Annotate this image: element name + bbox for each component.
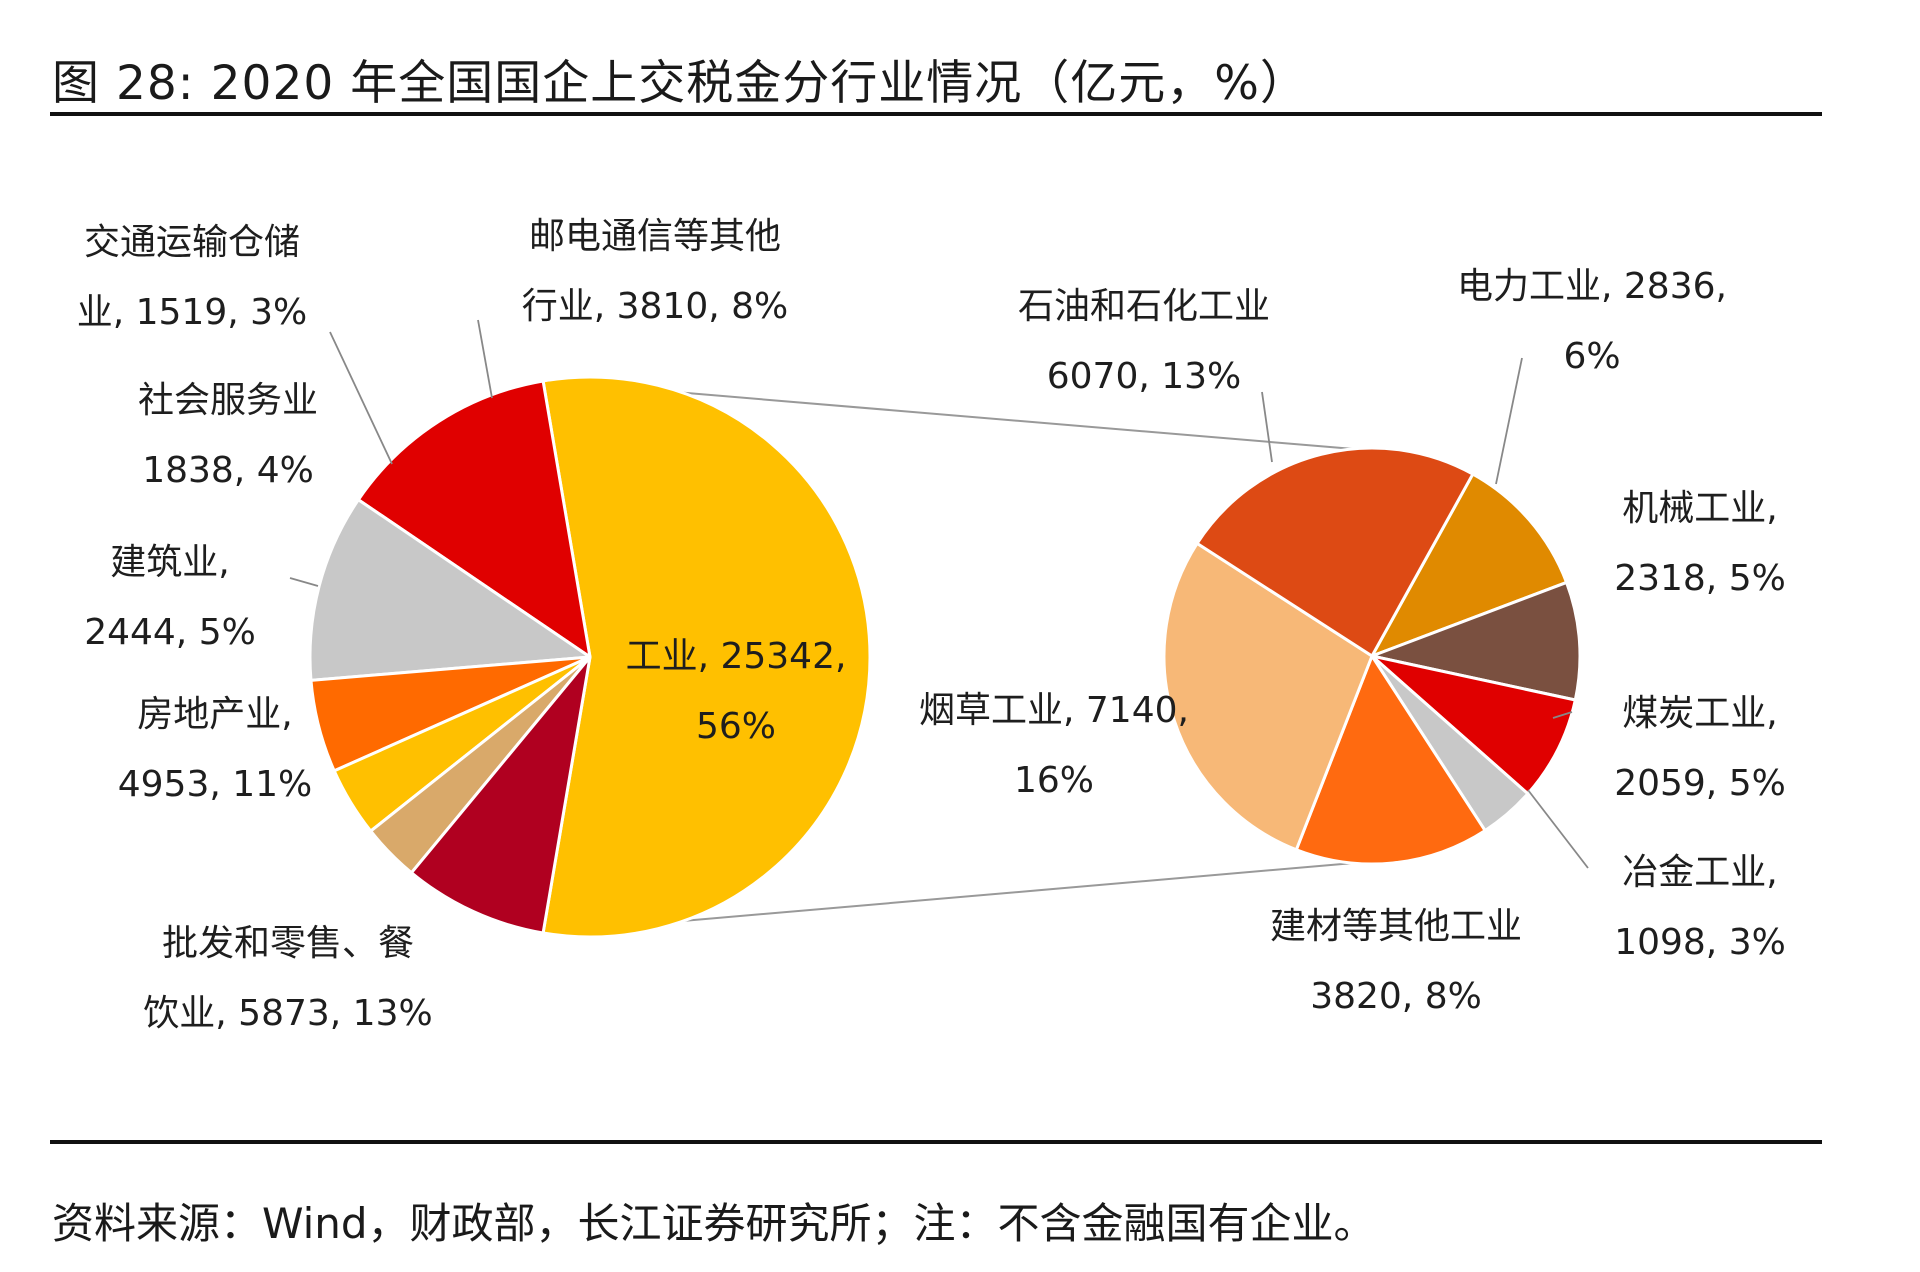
leader-line	[289, 577, 319, 587]
sub-pie-data-label: 机械工业, 2318, 5%	[1614, 488, 1786, 599]
leader-line	[1552, 711, 1573, 719]
main-pie-slice	[308, 498, 592, 682]
main-pie-data-label: 批发和零售、餐饮业, 5873, 13%	[143, 923, 432, 1034]
leader-line	[329, 331, 393, 465]
main-pie-slice	[541, 375, 872, 939]
source-divider	[50, 1140, 1822, 1144]
sub-pie-slice	[1370, 580, 1582, 702]
main-pie-data-label: 建筑业, 2444, 5%	[84, 542, 256, 653]
main-pie-data-label: 房地产业, 4953, 11%	[118, 694, 313, 805]
sub-pie-slice	[1195, 446, 1475, 658]
sub-pie-data-label: 煤炭工业, 2059, 5%	[1614, 693, 1786, 804]
sub-pie-data-label: 电力工业, 2836, 6%	[1457, 266, 1727, 377]
figure-number: 28:	[116, 56, 195, 111]
sub-pie-slice	[1294, 654, 1487, 866]
source-note: 资料来源：Wind，财政部，长江证券研究所；注：不含金融国有企业。	[52, 1199, 1376, 1248]
leader-line	[1527, 789, 1589, 869]
main-pie-slice	[356, 379, 592, 659]
figure-prefix: 图	[52, 56, 100, 111]
main-pie-data-label: 工业, 25342, 56%	[626, 636, 847, 747]
sub-pie-slice	[1370, 472, 1569, 658]
main-pie-data-label: 邮电通信等其他行业, 3810, 8%	[522, 216, 789, 327]
leader-line	[477, 319, 493, 399]
figure-title-text: 2020 年全国国企上交税金分行业情况（亿元，%）	[210, 56, 1308, 111]
main-pie-slice	[410, 655, 592, 935]
sub-pie-slice	[1162, 541, 1374, 852]
leader-line	[1261, 391, 1273, 463]
leader-line	[1495, 357, 1523, 485]
main-pie-data-label: 交通运输仓储业, 1519, 3%	[77, 222, 308, 333]
sub-pie-data-label: 冶金工业, 1098, 3%	[1614, 852, 1786, 963]
main-pie-data-label: 社会服务业 1838, 4%	[138, 380, 318, 491]
sub-pie-data-label: 石油和石化工业 6070, 13%	[1018, 286, 1270, 397]
sub-pie-data-label: 烟草工业, 7140, 16%	[919, 690, 1189, 801]
title-divider	[50, 112, 1822, 116]
sub-pie-data-label: 建材等其他工业 3820, 8%	[1270, 906, 1522, 1017]
chart-title: 图 28: 2020 年全国国企上交税金分行业情况（亿元，%）	[52, 44, 1308, 113]
